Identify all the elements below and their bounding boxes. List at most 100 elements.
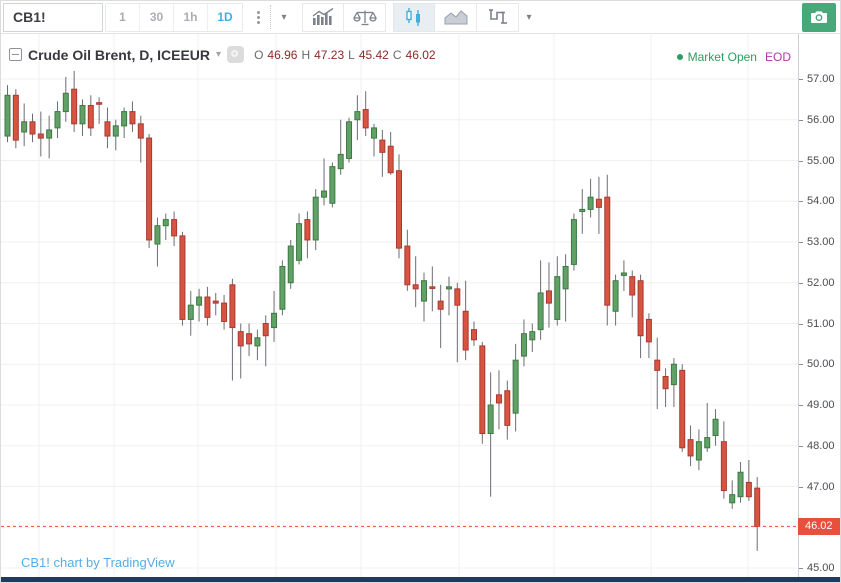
- candle-down: [404, 245, 411, 286]
- ohlc-value: 47.23: [314, 47, 345, 62]
- candle-up: [54, 111, 61, 129]
- candle-up: [587, 196, 594, 210]
- candle-down: [204, 296, 211, 318]
- candle-down: [396, 170, 403, 249]
- symbol-title[interactable]: Crude Oil Brent, D, ICEEUR: [28, 46, 211, 63]
- candle-down: [495, 394, 502, 404]
- ohlc-value: 45.42: [358, 47, 389, 62]
- scales-icon: [352, 10, 377, 25]
- attribution-link[interactable]: CB1! chart by TradingView: [21, 555, 175, 570]
- symbol-input[interactable]: CB1!: [3, 2, 103, 32]
- candle-down: [87, 104, 94, 129]
- candle-down: [654, 359, 661, 371]
- candle-down: [604, 196, 611, 306]
- candle-up: [337, 153, 344, 170]
- candle-up: [620, 272, 627, 276]
- candle-up: [737, 471, 744, 498]
- candle-down: [29, 121, 36, 135]
- axis-tick-label: 54.00: [799, 194, 840, 208]
- camera-icon: [811, 11, 827, 23]
- candle-up: [704, 437, 711, 449]
- more-intervals-button[interactable]: [249, 3, 267, 32]
- candle-down: [720, 441, 727, 492]
- ohlc-label: L: [348, 47, 355, 62]
- legend-circle-icon[interactable]: [227, 46, 245, 63]
- candlestick-style-button[interactable]: [393, 2, 435, 32]
- interval-button-1h[interactable]: 1h: [174, 3, 208, 31]
- candle-down: [129, 111, 136, 125]
- last-price-label: 46.02: [798, 517, 840, 535]
- bar-chart-style-button[interactable]: [302, 2, 344, 32]
- candle-down: [179, 235, 186, 320]
- step-line-icon: [488, 9, 507, 24]
- kebab-dot-icon: [256, 15, 260, 19]
- candle-down: [237, 331, 244, 347]
- candle-up: [196, 296, 203, 306]
- price-axis[interactable]: 57.00 56.00 55.00 54.00 53.00 52.00 51.00 50.00…: [798, 34, 840, 579]
- candlestick-icon: [406, 8, 420, 26]
- area-style-button[interactable]: [435, 2, 477, 32]
- candle-down: [462, 310, 469, 351]
- axis-tick-label: 49.00: [799, 398, 840, 412]
- candle-up: [21, 121, 28, 133]
- area-chart-icon: [444, 10, 467, 25]
- candle-up: [562, 265, 569, 290]
- axis-tick-label: 51.00: [799, 317, 840, 331]
- chart-canvas[interactable]: [1, 34, 798, 579]
- ohlc-readout: O 46.96 H 47.23 L 45.42 C 46.02: [254, 48, 436, 62]
- chevron-down-icon: ▾: [281, 11, 287, 23]
- chart-area: 57.00 56.00 55.00 54.00 53.00 52.00 51.00 50.00…: [1, 34, 840, 579]
- candle-up: [271, 312, 278, 329]
- candle-down: [146, 137, 153, 241]
- candle-down: [96, 102, 103, 105]
- interval-button-30[interactable]: 30: [140, 3, 174, 31]
- candle-up: [579, 208, 586, 212]
- candle-down: [304, 219, 311, 241]
- candle-down: [221, 302, 228, 322]
- candle-down: [545, 290, 552, 304]
- candle-down: [454, 288, 461, 306]
- candle-up: [346, 121, 353, 159]
- candle-up: [254, 337, 261, 347]
- axis-tick-label: 50.00: [799, 357, 840, 371]
- candle-down: [137, 123, 144, 139]
- ohlc-label: O: [254, 47, 264, 62]
- candle-down: [71, 88, 78, 125]
- candle-down: [171, 219, 178, 237]
- footer-bar: [1, 577, 840, 582]
- candle-up: [79, 104, 86, 125]
- candle-up: [121, 111, 128, 127]
- interval-button-1d[interactable]: 1D: [217, 9, 233, 24]
- candle-up: [487, 404, 494, 435]
- candle-down: [362, 109, 369, 129]
- candle-down: [637, 280, 644, 337]
- candle-up: [312, 196, 319, 241]
- candle-down: [12, 94, 19, 141]
- ohlc-label: C: [392, 47, 402, 62]
- candle-up: [520, 333, 527, 357]
- candle-up: [445, 286, 452, 290]
- axis-tick-label: 45.00: [799, 561, 840, 575]
- candle-down: [412, 284, 419, 290]
- candle-down: [387, 145, 394, 174]
- candle-up: [712, 418, 719, 437]
- candle-up: [62, 92, 69, 113]
- ohlc-value: 46.02: [405, 47, 436, 62]
- candle-down: [595, 198, 602, 208]
- chart-style-group: ▾: [302, 2, 539, 32]
- legend-caret-icon[interactable]: ▾: [216, 49, 222, 60]
- style-menu-caret[interactable]: ▾: [519, 3, 539, 32]
- compare-button[interactable]: [344, 2, 386, 32]
- candle-down: [429, 286, 436, 289]
- candle-up: [695, 441, 702, 461]
- interval-button-1[interactable]: 1: [106, 3, 140, 31]
- candle-up: [371, 127, 378, 139]
- candle-up: [187, 304, 194, 320]
- snapshot-button[interactable]: [802, 2, 836, 32]
- candle-up: [670, 363, 677, 386]
- ohlc-value: 46.96: [267, 47, 298, 62]
- candle-down: [246, 333, 253, 345]
- step-style-button[interactable]: [477, 2, 519, 32]
- collapse-legend-icon[interactable]: [9, 48, 22, 61]
- interval-menu-caret[interactable]: ▾: [274, 3, 294, 32]
